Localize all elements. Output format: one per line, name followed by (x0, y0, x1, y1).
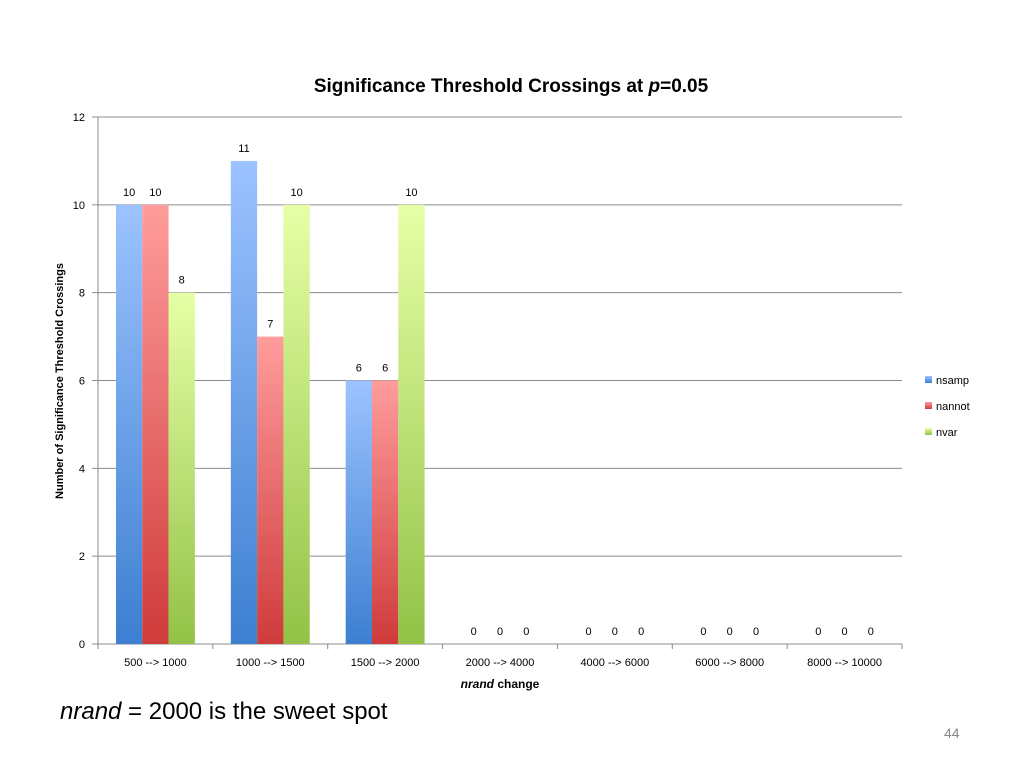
x-tick-label: 1500 --> 2000 (351, 657, 420, 669)
data-label: 8 (179, 275, 185, 287)
data-label: 0 (727, 626, 733, 638)
bar-nannot (142, 204, 169, 645)
x-tick-label: 2000 --> 4000 (466, 657, 535, 669)
data-label: 0 (612, 626, 618, 638)
data-label: 10 (149, 187, 161, 199)
chart-title: Significance Threshold Crossings at p=0.… (314, 76, 709, 97)
data-label: 7 (267, 319, 273, 331)
x-axis-label: nrand change (461, 677, 540, 691)
legend-swatch-nsamp (925, 376, 932, 383)
y-tick-label: 0 (79, 639, 85, 651)
legend-swatch-nvar (925, 428, 932, 435)
x-tick-label: 1000 --> 1500 (236, 657, 305, 669)
data-label: 0 (700, 626, 706, 638)
bar-nvar (168, 292, 195, 644)
data-label: 0 (753, 626, 759, 638)
footnote: nrand = 2000 is the sweet spot (60, 698, 388, 725)
legend: nsamp nannot nvar (925, 375, 970, 439)
data-label: 10 (290, 187, 302, 199)
data-label: 0 (842, 626, 848, 638)
y-tick-label: 6 (79, 376, 85, 388)
bar-nvar (283, 204, 310, 645)
data-label: 0 (523, 626, 529, 638)
data-label: 0 (585, 626, 591, 638)
bar-nsamp (345, 380, 372, 644)
bar-nannot (257, 336, 284, 644)
x-tick-label: 6000 --> 8000 (695, 657, 764, 669)
legend-swatch-nannot (925, 402, 932, 409)
y-tick-label: 8 (79, 288, 85, 300)
bar-nvar (398, 204, 425, 645)
legend-label: nannot (936, 401, 970, 413)
legend-label: nvar (936, 427, 958, 439)
y-tick-label: 12 (73, 112, 85, 124)
y-tick-label: 4 (79, 463, 85, 475)
y-axis-label: Number of Significance Threshold Crossin… (54, 263, 66, 499)
data-label: 0 (638, 626, 644, 638)
bar-nsamp (115, 204, 143, 645)
x-tick-label: 8000 --> 10000 (807, 657, 882, 669)
data-label: 0 (868, 626, 874, 638)
page-number: 44 (944, 725, 960, 741)
bar-nsamp (230, 160, 258, 644)
data-label: 10 (405, 187, 417, 199)
data-label: 0 (815, 626, 821, 638)
x-tick-label: 4000 --> 6000 (580, 657, 649, 669)
y-tick-label: 2 (79, 551, 85, 563)
data-label: 0 (497, 626, 503, 638)
bar-nannot (371, 380, 399, 644)
data-label: 6 (382, 363, 388, 375)
x-tick-label: 500 --> 1000 (124, 657, 187, 669)
data-label: 6 (356, 363, 362, 375)
y-tick-label: 10 (73, 200, 85, 212)
data-label: 11 (238, 143, 249, 155)
legend-label: nsamp (936, 375, 969, 387)
data-label: 0 (471, 626, 477, 638)
data-label: 10 (123, 187, 135, 199)
